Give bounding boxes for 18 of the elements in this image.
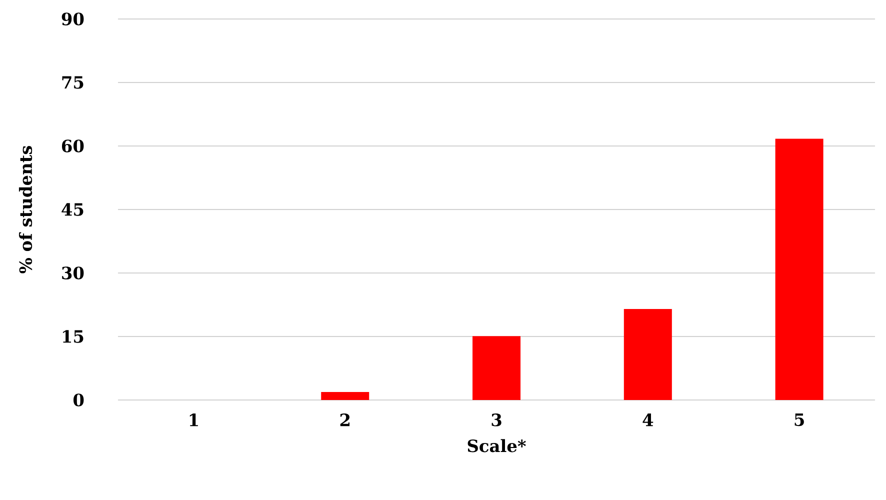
x-tick-label: 2 [340,413,350,426]
y-axis-title: % of students [18,146,32,274]
y-tick-label: 60 [62,140,84,152]
bar [472,336,521,400]
bar [321,392,370,400]
y-tick-label: 0 [74,394,84,406]
x-tick-label: 5 [794,414,804,426]
x-tick-label: 4 [642,413,654,426]
bar [775,138,824,400]
bar [624,308,672,400]
y-tick-label: 15 [62,330,84,343]
y-tick-label: 30 [62,266,84,280]
x-tick-label: 1 [190,413,198,426]
x-tick-label: 3 [492,413,502,426]
x-axis-title: Scale* [468,439,526,452]
y-tick-label: 45 [62,203,84,216]
y-tick-label: 75 [62,76,84,89]
y-tick-label: 90 [62,12,84,26]
